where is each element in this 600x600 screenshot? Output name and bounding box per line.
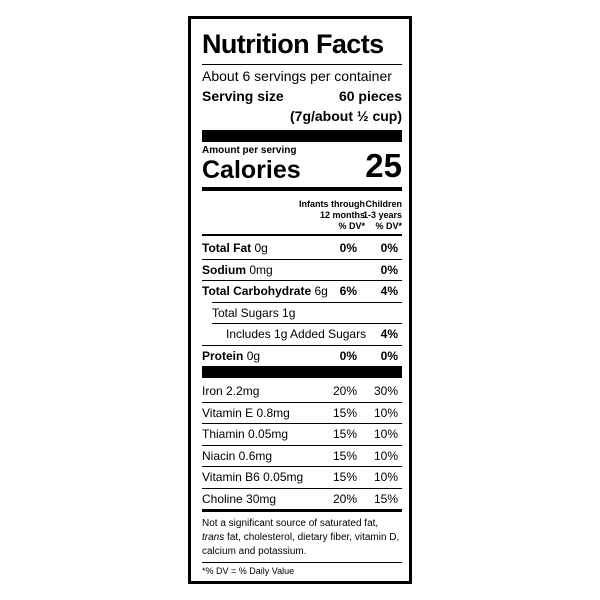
nutrient-row: Total Fat 0g 0% 0% [202, 238, 402, 259]
column-text: 12 months [319, 210, 365, 220]
children-dv: 4% [380, 327, 398, 341]
nutrient-row: Iron 2.2mg 20% 30% [202, 381, 402, 402]
nutrient-amount: 6g [314, 284, 328, 298]
nutrition-label: Nutrition Facts About 6 servings per con… [188, 16, 412, 584]
thick-rule [202, 366, 402, 378]
infants-dv: 20% [332, 384, 357, 398]
nutrient-row: Total Sugars 1g [202, 303, 402, 324]
nutrient-row: Total Carbohydrate 6g 6% 4% [202, 281, 402, 302]
column-header: Children 1-3 years % DV* [363, 199, 402, 232]
servings: About 6 servings per container [202, 68, 392, 84]
column-text: % DV* [375, 221, 402, 231]
infants-dv: 6% [339, 284, 357, 298]
footnote-italic: trans [202, 532, 225, 543]
footnote-text: Not a significant source of saturated fa… [202, 518, 379, 529]
column-text: Infants through [299, 199, 365, 209]
footnote-text: fat, cholesterol, dietary fiber, vitamin… [202, 532, 400, 557]
children-dv: 0% [380, 348, 398, 363]
infants-dv: 15% [332, 427, 357, 441]
rule [212, 323, 402, 324]
thick-rule [202, 130, 402, 142]
rule [202, 234, 402, 236]
rule [202, 344, 402, 346]
nutrient-row: Niacin 0.6mg 15% 10% [202, 446, 402, 467]
nutrient-name: Thiamin 0.05mg [202, 427, 289, 441]
nutrient-amount: 0g [246, 348, 261, 363]
nutrient-row: Vitamin B6 0.05mg 15% 10% [202, 467, 402, 488]
nutrient-row: Sodium 0mg 0% [202, 260, 402, 281]
children-dv: 15% [373, 491, 398, 506]
calories-label: Calories [202, 156, 301, 184]
nutrient-amount: 0mg [249, 262, 273, 277]
nutrient-name: Iron 2.2mg [202, 384, 260, 398]
nutrient-name: Vitamin E 0.8mg [202, 405, 290, 420]
rule [202, 444, 402, 446]
rule [202, 423, 402, 424]
rule [202, 64, 402, 65]
nutrient-name: Total Carbohydrate [202, 284, 312, 298]
nutrient-amount: 0g [254, 241, 268, 255]
nutrient-row: Protein 0g 0% 0% [202, 346, 402, 367]
rule [202, 258, 402, 260]
infants-dv: 15% [332, 405, 357, 420]
rule [202, 562, 402, 563]
children-dv: 10% [373, 448, 398, 463]
column-header: Infants through 12 months % DV* [299, 199, 365, 232]
nutrient-name: Vitamin B6 0.05mg [202, 470, 304, 484]
calories-value: 25 [365, 147, 402, 184]
children-dv: 0% [380, 241, 398, 255]
infants-dv: 15% [332, 448, 357, 463]
rule [202, 401, 402, 403]
children-dv: 0% [380, 262, 398, 277]
serving-size-weight: (7g/about ½ cup) [290, 108, 402, 124]
infants-dv: 0% [339, 241, 357, 255]
children-dv: 30% [373, 384, 398, 398]
column-text: Children [365, 199, 402, 209]
nutrient-name: Sodium [202, 262, 246, 277]
nutrient-row: Includes 1g Added Sugars 4% [202, 324, 402, 345]
serving-size-label: Serving size [202, 88, 284, 104]
nutrient-name: Includes 1g Added Sugars [226, 327, 367, 341]
infants-dv: 15% [332, 470, 357, 484]
nutrient-row: Choline 30mg 20% 15% [202, 489, 402, 510]
infants-dv: 0% [339, 348, 357, 363]
rule [202, 280, 402, 281]
nutrient-name: Total Sugars 1g [212, 305, 296, 320]
nutrient-row: Thiamin 0.05mg 15% 10% [202, 424, 402, 445]
children-dv: 4% [380, 284, 398, 298]
rule [202, 466, 402, 467]
rule [202, 187, 402, 191]
nutrient-name: Protein [202, 348, 244, 363]
nutrient-name: Total Fat [202, 241, 252, 255]
footnote: Not a significant source of saturated fa… [202, 517, 402, 559]
amount-per-serving: Amount per serving [202, 145, 297, 156]
children-dv: 10% [373, 427, 398, 441]
column-text: % DV* [338, 221, 365, 231]
nutrient-name: Choline 30mg [202, 491, 277, 506]
rule [202, 509, 402, 512]
children-dv: 10% [373, 405, 398, 420]
rule [212, 301, 402, 303]
serving-size-pieces: 60 pieces [338, 88, 402, 104]
nutrient-row: Vitamin E 0.8mg 15% 10% [202, 403, 402, 424]
column-text: 1-3 years [362, 210, 402, 220]
infants-dv: 20% [332, 491, 357, 506]
title: Nutrition Facts [202, 29, 384, 59]
rule [202, 487, 402, 489]
children-dv: 10% [373, 470, 398, 484]
nutrient-name: Niacin 0.6mg [202, 448, 273, 463]
dv-note: *% DV = % Daily Value [202, 566, 295, 576]
